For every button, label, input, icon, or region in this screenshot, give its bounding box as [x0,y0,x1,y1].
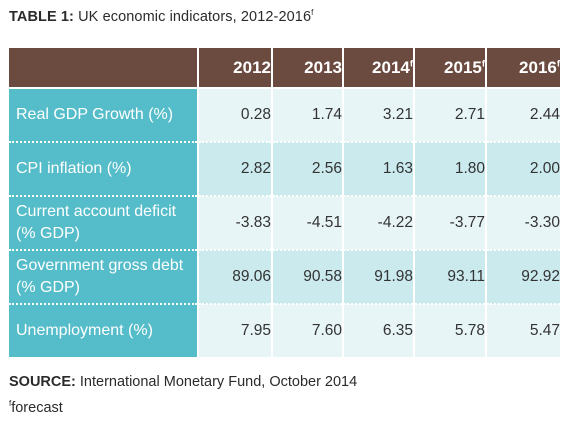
table-cell: 2.82 [197,141,272,196]
footnote-sup: f [9,399,12,409]
table-row: Current account deficit (% GDP) -3.83 -4… [9,195,560,250]
source-label: SOURCE: [9,374,76,390]
column-header-2013: 2013 [271,48,343,88]
table-title-text: UK economic indicators, 2012-2016 [73,9,312,25]
table-row: Unemployment (%) 7.95 7.60 6.35 5.78 5.4… [9,303,560,357]
header-corner [9,48,198,88]
table-cell: 5.47 [485,303,560,357]
source-text: International Monetary Fund, October 201… [75,374,358,390]
row-label: Current account deficit (% GDP) [9,195,198,250]
table-cell: 93.11 [413,249,486,304]
table-cell: 2.00 [485,141,560,196]
indicators-table: 2012 2013 2014f 2015f 2016f Real GDP Gro… [9,48,560,357]
table-cell: 5.78 [413,303,486,357]
table-cell: 92.92 [485,249,560,304]
column-header-2015: 2015f [413,48,486,88]
table-cell: -3.77 [413,195,486,250]
table-cell: 2.71 [413,87,486,142]
table-cell: -3.83 [197,195,272,250]
table-cell: -4.51 [271,195,343,250]
table-cell: 7.95 [197,303,272,357]
table-cell: 6.35 [342,303,414,357]
table-cell: 0.28 [197,87,272,142]
table-cell: 7.60 [271,303,343,357]
table-cell: -4.22 [342,195,414,250]
table-cell: 2.44 [485,87,560,142]
table-cell: 90.58 [271,249,343,304]
column-header-2014: 2014f [342,48,414,88]
table-cell: 1.63 [342,141,414,196]
row-label: Real GDP Growth (%) [9,87,198,142]
table-cell: 91.98 [342,249,414,304]
table-cell: 89.06 [197,249,272,304]
table-cell: -3.30 [485,195,560,250]
row-label: Government gross debt (% GDP) [9,249,198,304]
table-cell: 3.21 [342,87,414,142]
table-row: Real GDP Growth (%) 0.28 1.74 3.21 2.71 … [9,87,560,142]
table-title-prefix: TABLE 1: [9,9,74,25]
row-label: Unemployment (%) [9,303,198,357]
footnote: fforecast [9,400,63,416]
table-row: CPI inflation (%) 2.82 2.56 1.63 1.80 2.… [9,141,560,196]
table-cell: 1.80 [413,141,486,196]
footnote-text: forecast [11,400,63,416]
header-row: 2012 2013 2014f 2015f 2016f [9,48,560,88]
column-header-2012: 2012 [197,48,272,88]
source-note: SOURCE: International Monetary Fund, Oct… [9,374,357,390]
column-header-2016: 2016f [485,48,560,88]
table-cell: 1.74 [271,87,343,142]
table-row: Government gross debt (% GDP) 89.06 90.5… [9,249,560,304]
table-cell: 2.56 [271,141,343,196]
table-title: TABLE 1: UK economic indicators, 2012-20… [9,9,313,25]
table-title-sup: f [311,8,314,18]
row-label: CPI inflation (%) [9,141,198,196]
